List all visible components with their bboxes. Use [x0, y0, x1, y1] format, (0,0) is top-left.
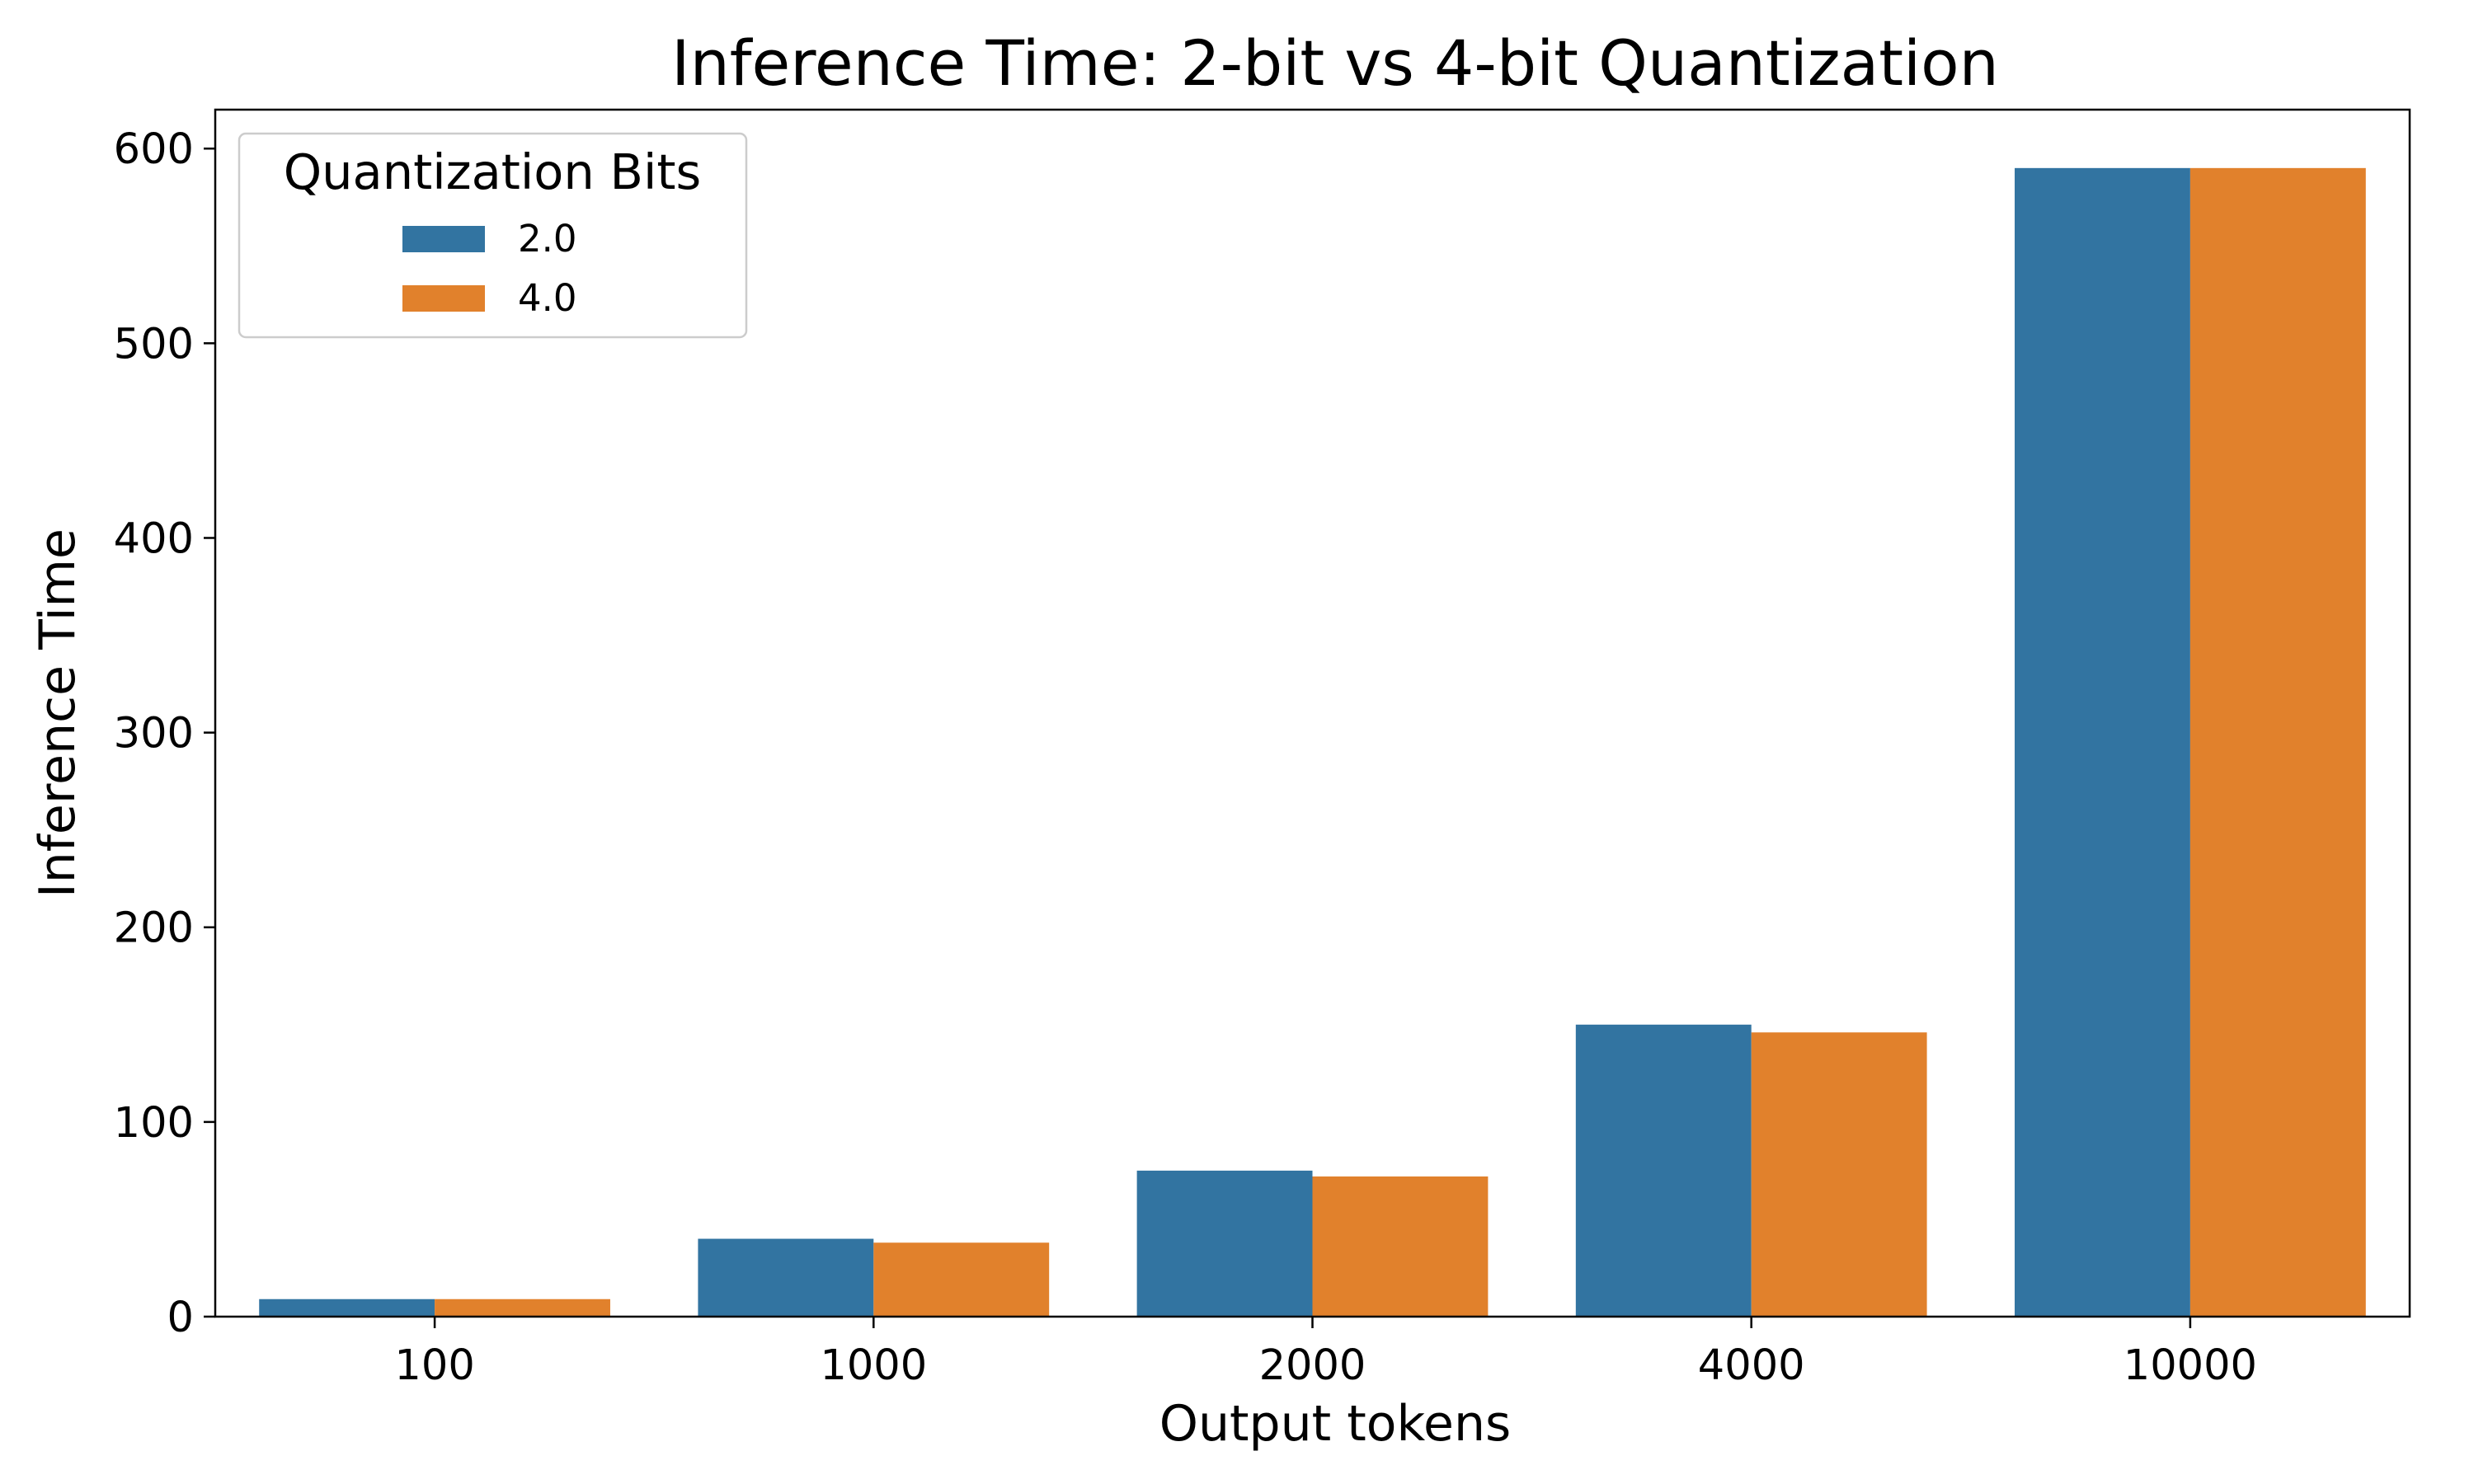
- legend-label-2-0: 2.0: [518, 217, 577, 261]
- legend-label-4-0: 4.0: [518, 276, 577, 320]
- bar-2-0-4000: [1575, 1024, 1752, 1317]
- x-tick-label-1000: 1000: [820, 1341, 927, 1390]
- y-axis-label: Inference Time: [29, 528, 87, 898]
- y-tick-label-200: 200: [114, 904, 194, 953]
- x-axis-label: Output tokens: [1159, 1395, 1512, 1453]
- bar-2-0-2000: [1136, 1170, 1313, 1317]
- bar-2-0-100: [259, 1298, 435, 1317]
- x-axis: 100 1000 2000 4000 10000: [394, 1317, 2257, 1390]
- bar-2-0-10000: [2015, 167, 2190, 1317]
- x-tick-label-100: 100: [394, 1341, 474, 1390]
- y-tick-label-300: 300: [114, 710, 194, 758]
- y-tick-label-400: 400: [114, 514, 194, 563]
- y-tick-label-500: 500: [114, 320, 194, 369]
- chart-title: Inference Time: 2-bit vs 4-bit Quantizat…: [671, 26, 1999, 100]
- bars-layer: [259, 167, 2366, 1317]
- bar-4-0-2000: [1312, 1176, 1489, 1317]
- x-tick-label-2000: 2000: [1259, 1341, 1366, 1390]
- legend: Quantization Bits 2.0 4.0: [238, 132, 748, 339]
- legend-swatch-4-0: [402, 285, 485, 312]
- legend-box: [238, 132, 748, 339]
- x-tick-label-4000: 4000: [1698, 1341, 1805, 1390]
- y-axis: 0 100 200 300 400 500 600: [114, 125, 215, 1342]
- bar-4-0-10000: [2189, 167, 2366, 1317]
- y-tick-label-100: 100: [114, 1099, 194, 1148]
- y-tick-label-0: 0: [167, 1294, 194, 1342]
- legend-swatch-2-0: [402, 226, 485, 252]
- y-tick-label-600: 600: [114, 125, 194, 174]
- bar-4-0-4000: [1751, 1032, 1927, 1317]
- bar-4-0-1000: [873, 1242, 1050, 1317]
- plot-frame: [214, 108, 2411, 1318]
- x-tick-label-10000: 10000: [2124, 1341, 2257, 1390]
- legend-title: Quantization Bits: [284, 143, 702, 200]
- bar-4-0-100: [435, 1298, 610, 1317]
- bar-2-0-1000: [698, 1238, 874, 1317]
